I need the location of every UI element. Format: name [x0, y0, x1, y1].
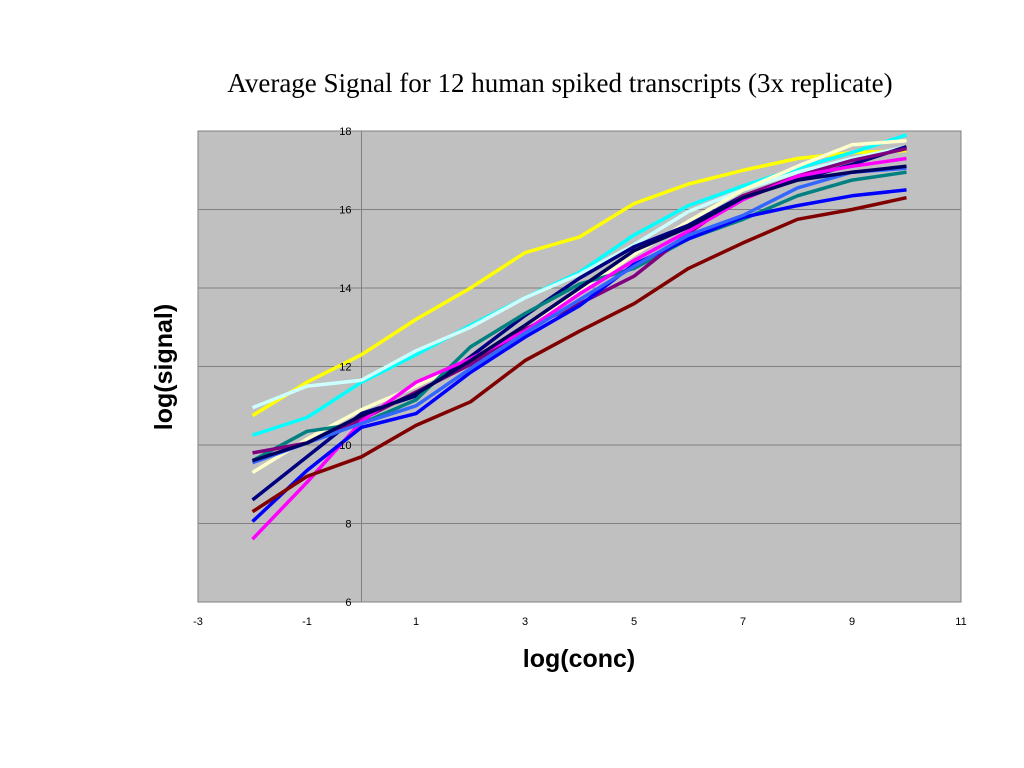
series-line-11 [251, 164, 907, 463]
y-tick-label: 6 [345, 597, 351, 609]
series-line-10 [251, 166, 907, 465]
series-line-3 [251, 144, 907, 410]
series-line-12 [251, 195, 907, 514]
y-tick-label: 16 [339, 205, 351, 217]
series-line-2 [251, 133, 908, 437]
gridlines [198, 209, 961, 524]
series-line-9 [251, 188, 907, 523]
y-tick-label: 18 [339, 126, 351, 138]
y-tick-labels: 6 8 10 12 14 16 18 [339, 126, 351, 609]
x-tick-labels: -3 -1 1 3 5 7 9 11 [193, 616, 967, 628]
x-tick-label: 7 [740, 616, 746, 628]
series-lines [251, 133, 908, 541]
y-tick-label: 14 [339, 283, 351, 295]
x-tick-label: 3 [522, 616, 528, 628]
y-tick-label: 8 [345, 519, 351, 531]
y-axis-title: log(signal) [150, 304, 178, 430]
y-tick-label: 10 [339, 440, 351, 452]
chart-title: Average Signal for 12 human spiked trans… [227, 68, 893, 98]
series-line-1 [251, 148, 907, 418]
y-tick-label: 12 [339, 362, 351, 374]
x-tick-label: 1 [413, 616, 419, 628]
x-axis-title: log(conc) [523, 645, 636, 673]
x-tick-label: -1 [302, 616, 312, 628]
x-tick-label: 5 [631, 616, 637, 628]
x-tick-label: 9 [849, 616, 855, 628]
x-tick-label: -3 [193, 616, 203, 628]
x-tick-label: 11 [955, 616, 966, 628]
series-line-8 [251, 156, 907, 541]
